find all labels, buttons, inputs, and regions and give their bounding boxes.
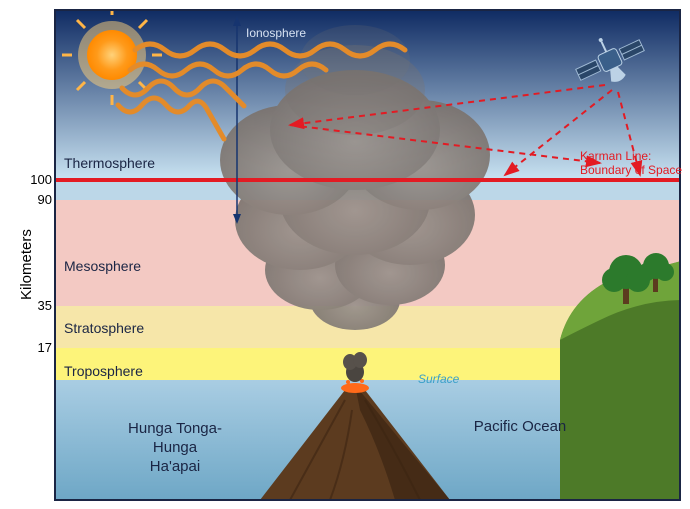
layer-label-thermosphere: Thermosphere	[64, 155, 155, 171]
layer-label-troposphere: Troposphere	[64, 363, 143, 379]
y-tick-17: 17	[22, 340, 52, 355]
ionosphere-label: Ionosphere	[246, 26, 306, 40]
layer-label-mesosphere: Mesosphere	[64, 258, 141, 274]
y-tick-35: 35	[22, 298, 52, 313]
surface-label: Surface	[418, 372, 459, 386]
y-tick-90: 90	[22, 192, 52, 207]
ocean-label: Pacific Ocean	[440, 418, 600, 437]
karman-label: Karman Line: Boundary of Space	[580, 150, 682, 178]
y-tick-100: 100	[22, 172, 52, 187]
layer-label-stratosphere: Stratosphere	[64, 320, 144, 336]
volcano-label: Hunga Tonga- Hunga Ha'apai	[105, 420, 245, 476]
